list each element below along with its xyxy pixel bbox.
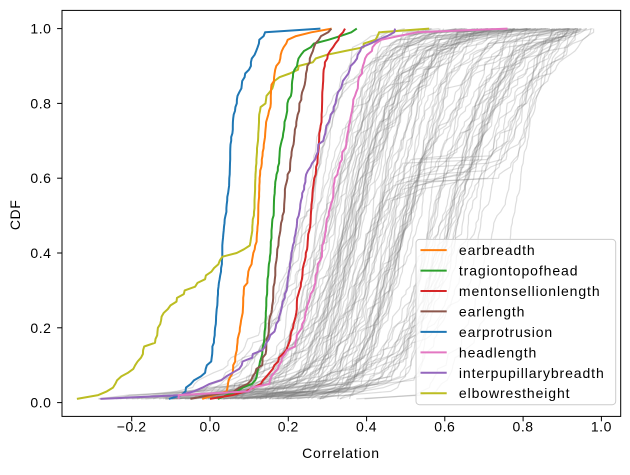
svg-text:Correlation: Correlation: [302, 445, 380, 461]
svg-text:0.8: 0.8: [30, 95, 51, 111]
svg-text:1.0: 1.0: [591, 419, 612, 435]
svg-text:interpupillarybreadth: interpupillarybreadth: [459, 365, 605, 381]
svg-text:0.4: 0.4: [30, 245, 51, 261]
svg-text:elbowrestheight: elbowrestheight: [459, 385, 571, 401]
svg-text:0.6: 0.6: [30, 170, 51, 186]
svg-text:0.2: 0.2: [278, 419, 299, 435]
svg-text:headlength: headlength: [459, 344, 537, 360]
svg-text:0.6: 0.6: [434, 419, 455, 435]
svg-text:earprotrusion: earprotrusion: [459, 324, 553, 340]
svg-text:0.2: 0.2: [30, 320, 51, 336]
svg-text:0.8: 0.8: [513, 419, 534, 435]
svg-text:0.0: 0.0: [199, 419, 220, 435]
svg-text:earlength: earlength: [459, 303, 525, 319]
svg-text:0.4: 0.4: [356, 419, 377, 435]
svg-text:−0.2: −0.2: [117, 419, 147, 435]
svg-text:CDF: CDF: [7, 200, 23, 230]
svg-text:0.0: 0.0: [30, 395, 51, 411]
svg-text:mentonsellionlength: mentonsellionlength: [459, 283, 601, 299]
svg-text:tragiontopofhead: tragiontopofhead: [459, 263, 579, 279]
svg-text:1.0: 1.0: [30, 21, 51, 37]
svg-text:earbreadth: earbreadth: [459, 242, 536, 258]
